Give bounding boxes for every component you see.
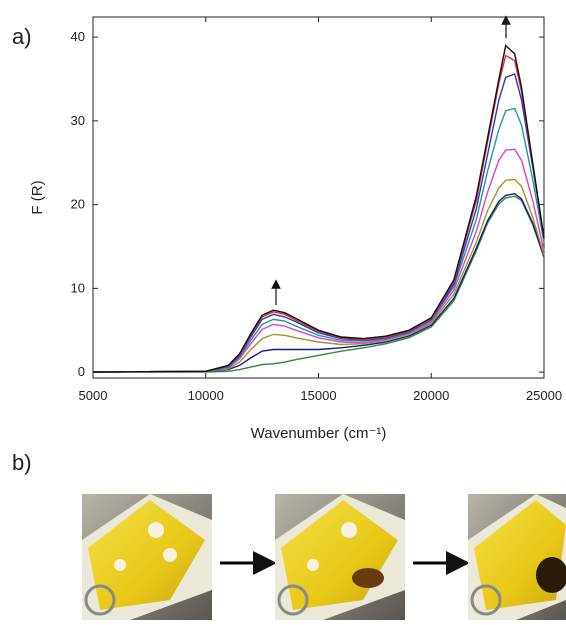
y-tick-label: 20: [71, 197, 85, 212]
y-tick-label: 0: [78, 364, 85, 379]
x-tick-label: 10000: [188, 388, 224, 403]
y-tick-label: 30: [71, 113, 85, 128]
y-tick-label: 40: [71, 29, 85, 44]
y-tick-label: 10: [71, 280, 85, 295]
x-axis-title: Wavenumber (cm⁻¹): [251, 425, 387, 442]
data-line: [92, 107, 545, 373]
photo: [468, 494, 566, 620]
y-axis-title: F (R): [29, 180, 46, 214]
x-tick-label: 25000: [526, 388, 562, 403]
panel-label: a): [12, 24, 32, 49]
x-tick-label: 5000: [79, 388, 108, 403]
data-line: [92, 192, 545, 373]
data-line: [92, 178, 545, 373]
data-line: [92, 73, 545, 373]
data-line: [92, 148, 545, 373]
photo: [82, 494, 212, 620]
panel-label: b): [12, 450, 32, 475]
plot: 0 10 20 30 40 5000 10000 15000 20000 25000 Wavenum…: [29, 16, 562, 442]
data-line: [93, 195, 545, 373]
x-tick-label: 20000: [413, 388, 449, 403]
data-line: [92, 54, 545, 373]
data-line: [92, 44, 545, 373]
photo: [275, 494, 405, 620]
x-tick-label: 15000: [300, 388, 336, 403]
